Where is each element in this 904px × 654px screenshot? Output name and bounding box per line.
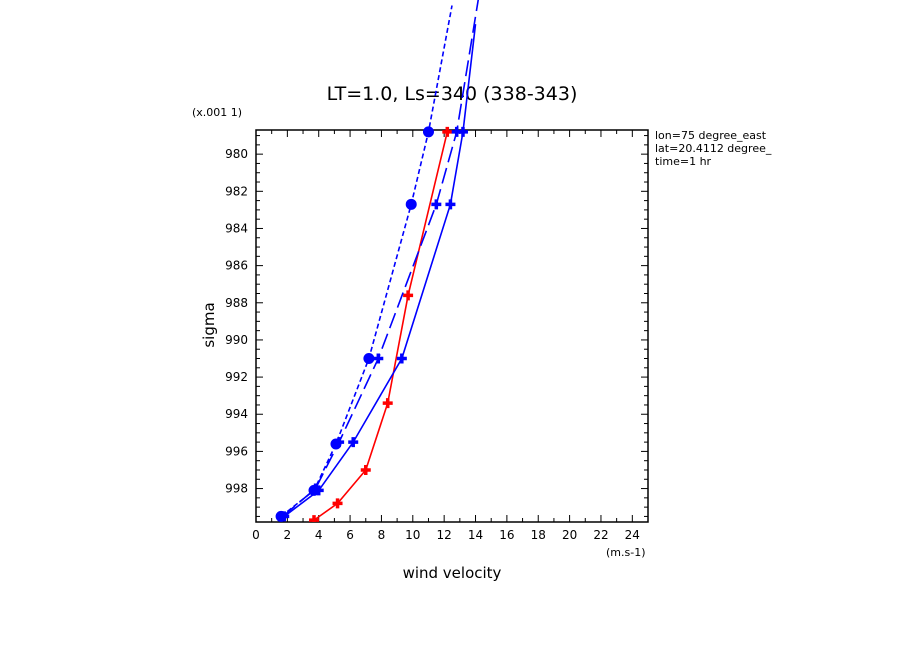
series-group [275, 0, 480, 522]
data-point-marker [445, 199, 456, 210]
x-unit-label: (m.s-1) [606, 546, 646, 559]
info-line-lat: lat=20.4112 degree_ [655, 142, 772, 155]
y-tick-label: 990 [225, 333, 248, 347]
y-tick-label: 996 [225, 444, 248, 458]
y-tick-label: 986 [225, 259, 248, 273]
data-point-marker [382, 398, 393, 409]
data-point-marker [330, 438, 342, 450]
x-tick-label: 10 [405, 528, 420, 542]
info-line-time: time=1 hr [655, 155, 712, 168]
x-tick-label: 4 [315, 528, 323, 542]
y-tick-label: 998 [225, 482, 248, 496]
data-point-marker [348, 437, 359, 448]
y-axis-label: sigma [200, 302, 218, 347]
series-4 [275, 5, 453, 522]
data-point-marker [363, 353, 375, 365]
data-point-marker [332, 498, 343, 509]
y-tick-label: 994 [225, 407, 248, 421]
plot-frame [255, 129, 649, 523]
x-tick-label: 12 [437, 528, 452, 542]
data-point-marker [360, 464, 371, 475]
data-point-marker [431, 199, 442, 210]
data-point-marker [396, 353, 407, 364]
data-point-marker [451, 126, 462, 137]
y-tick-label: 984 [225, 221, 248, 235]
x-axis-label: wind velocity [403, 564, 502, 582]
x-tick-label: 14 [468, 528, 483, 542]
data-point-marker [275, 510, 287, 522]
y-tick-label: 988 [225, 296, 248, 310]
series-1 [309, 126, 453, 522]
info-text-block: lon=75 degree_east lat=20.4112 degree_ t… [655, 129, 772, 168]
y-tick-label: 992 [225, 370, 248, 384]
x-tick-label: 6 [346, 528, 354, 542]
series-3 [277, 0, 480, 522]
x-tick-label: 2 [284, 528, 292, 542]
x-tick-label: 16 [499, 528, 514, 542]
chart-title: LT=1.0, Ls=340 (338-343) [327, 83, 578, 105]
x-tick-label: 22 [593, 528, 608, 542]
y-tick-label: 980 [225, 147, 248, 161]
data-point-marker [403, 290, 414, 301]
axes: 0 2 4 6 8 10 12 14 16 18 20 22 249809829849869889909… [225, 129, 649, 542]
y-tick-label: 982 [225, 184, 248, 198]
series-line [282, 0, 480, 518]
x-tick-label: 24 [625, 528, 640, 542]
info-line-lon: lon=75 degree_east [655, 129, 767, 142]
data-point-marker [405, 198, 417, 210]
x-tick-label: 8 [378, 528, 386, 542]
data-point-marker [442, 126, 453, 137]
data-point-marker [309, 515, 320, 522]
x-tick-label: 0 [252, 528, 260, 542]
data-point-marker [308, 484, 320, 496]
y-unit-label: (x.001 1) [192, 106, 242, 119]
data-point-marker [422, 126, 434, 138]
data-point-marker [373, 353, 384, 364]
x-tick-label: 18 [531, 528, 546, 542]
x-tick-label: 20 [562, 528, 577, 542]
series-line [313, 131, 449, 521]
